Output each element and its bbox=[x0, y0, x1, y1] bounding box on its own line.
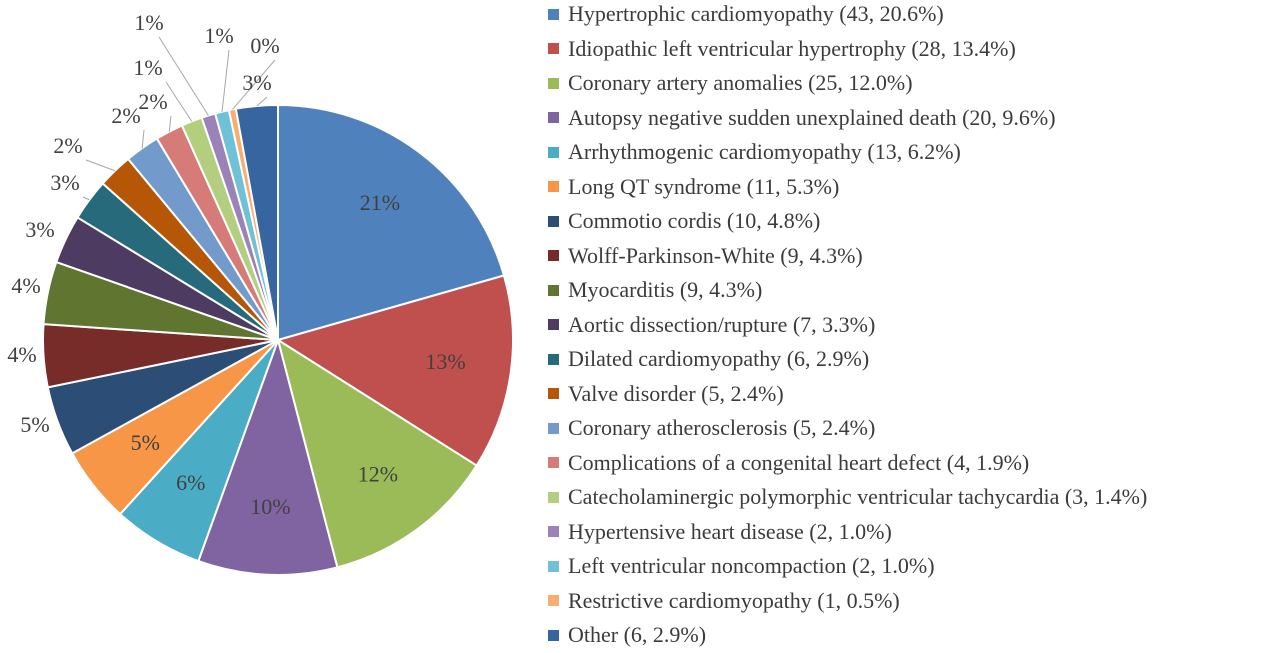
legend-item: Dilated cardiomyopathy (6, 2.9%) bbox=[548, 342, 869, 376]
pie-slice bbox=[275, 274, 514, 467]
pie-chart: 21%13%12%10%6%5%5%4%4%3%3%2%2%2%1%1%1% 0%… bbox=[7, 10, 514, 576]
legend-label: Left ventricular noncompaction (2, 1.0%) bbox=[568, 553, 935, 578]
legend-label: Other (6, 2.9%) bbox=[568, 622, 707, 647]
legend-swatch bbox=[548, 595, 559, 606]
legend-swatch bbox=[548, 629, 559, 641]
legend-swatch bbox=[548, 560, 559, 572]
slice-label: 5% bbox=[20, 412, 49, 437]
slice-label: 21% bbox=[360, 190, 400, 215]
legend-item: Coronary atherosclerosis (5, 2.4%) bbox=[548, 411, 875, 445]
slice-label: 13% bbox=[425, 349, 465, 374]
legend-label: Catecholaminergic polymorphic ventricula… bbox=[568, 484, 1148, 509]
slice-label: 6% bbox=[176, 470, 205, 495]
legend-item: Coronary artery anomalies (25, 12.0%) bbox=[548, 66, 913, 100]
slice-label: 12% bbox=[358, 462, 398, 487]
legend-item: Commotio cordis (10, 4.8%) bbox=[548, 204, 820, 238]
slice-label: 2% bbox=[53, 133, 82, 158]
slice-label: 1% bbox=[133, 55, 162, 80]
legend-label: Idiopathic left ventricular hypertrophy … bbox=[568, 35, 1016, 61]
slice-label: 3% bbox=[50, 170, 79, 195]
legend-item: Restrictive cardiomyopathy (1, 0.5%) bbox=[548, 584, 900, 618]
legend-label: Valve disorder (5, 2.4%) bbox=[568, 380, 784, 406]
legend-label: Complications of a congenital heart defe… bbox=[568, 449, 1030, 475]
slice-label: 5% bbox=[131, 430, 160, 455]
legend-label: Coronary artery anomalies (25, 12.0%) bbox=[568, 70, 913, 95]
legend-swatch bbox=[548, 43, 559, 54]
legend-item: Valve disorder (5, 2.4%) bbox=[548, 377, 784, 411]
slice-label: 1% bbox=[204, 23, 233, 48]
legend-swatch bbox=[548, 491, 559, 503]
legend-swatch bbox=[548, 526, 559, 537]
legend-item: Hypertensive heart disease (2, 1.0%) bbox=[548, 515, 892, 549]
legend-item: Long QT syndrome (11, 5.3%) bbox=[548, 170, 839, 204]
legend-item: Wolff-Parkinson-White (9, 4.3%) bbox=[548, 239, 863, 273]
legend-item: Hypertrophic cardiomyopathy (43, 20.6%) bbox=[548, 0, 944, 31]
legend-label: Hypertensive heart disease (2, 1.0%) bbox=[568, 518, 892, 544]
legend-swatch bbox=[548, 388, 559, 399]
legend-swatch bbox=[548, 457, 559, 468]
legend-item: Idiopathic left ventricular hypertrophy … bbox=[548, 32, 1016, 66]
legend-item: Aortic dissection/rupture (7, 3.3%) bbox=[548, 308, 875, 342]
legend-swatch bbox=[548, 181, 559, 192]
legend-label: Long QT syndrome (11, 5.3%) bbox=[568, 173, 840, 199]
legend-swatch bbox=[548, 250, 559, 261]
legend-swatch bbox=[548, 215, 559, 227]
leader-line bbox=[158, 36, 209, 116]
legend-item: Autopsy negative sudden unexplained deat… bbox=[548, 101, 1056, 135]
legend-label: Autopsy negative sudden unexplained deat… bbox=[568, 104, 1056, 130]
leader-line bbox=[85, 159, 116, 172]
slice-label: 1% bbox=[134, 10, 163, 35]
legend-item: Other (6, 2.9%) bbox=[548, 618, 706, 652]
legend-label: Commotio cordis (10, 4.8%) bbox=[568, 208, 821, 233]
legend-swatch bbox=[548, 8, 559, 20]
legend-label: Restrictive cardiomyopathy (1, 0.5%) bbox=[568, 587, 900, 613]
legend-item: Complications of a congenital heart defe… bbox=[548, 446, 1029, 480]
leader-line bbox=[256, 96, 268, 107]
slice-label: 3% bbox=[242, 70, 271, 95]
leader-line bbox=[221, 49, 230, 112]
slice-label: 4% bbox=[7, 342, 36, 367]
slice-label: 2% bbox=[138, 89, 167, 114]
pie-slice bbox=[276, 337, 479, 569]
legend-swatch bbox=[548, 422, 559, 434]
legend-item: Arrhythmogenic cardiomyopathy (13, 6.2%) bbox=[548, 135, 961, 169]
leader-line bbox=[141, 129, 145, 149]
legend-item: Left ventricular noncompaction (2, 1.0%) bbox=[548, 549, 935, 583]
legend-item: Myocarditis (9, 4.3%) bbox=[548, 273, 762, 307]
slice-label: 0% bbox=[250, 33, 279, 58]
legend-item: Catecholaminergic polymorphic ventricula… bbox=[548, 480, 1147, 514]
slice-label: 2% bbox=[111, 103, 140, 128]
leader-line bbox=[165, 81, 193, 122]
legend-swatch bbox=[548, 284, 559, 296]
pie-slice bbox=[197, 336, 339, 576]
slice-label: 3% bbox=[25, 217, 54, 242]
legend-label: Myocarditis (9, 4.3%) bbox=[568, 277, 763, 302]
legend-label: Arrhythmogenic cardiomyopathy (13, 6.2%) bbox=[568, 139, 961, 164]
legend-swatch bbox=[548, 77, 559, 89]
legend-swatch bbox=[548, 146, 559, 158]
legend-label: Wolff-Parkinson-White (9, 4.3%) bbox=[568, 242, 863, 268]
legend-label: Aortic dissection/rupture (7, 3.3%) bbox=[568, 311, 876, 337]
slice-label: 10% bbox=[250, 494, 290, 519]
leader-line bbox=[82, 196, 90, 201]
slice-label: 4% bbox=[11, 273, 40, 298]
pie-slice bbox=[277, 103, 506, 342]
legend-label: Hypertrophic cardiomyopathy (43, 20.6%) bbox=[568, 1, 944, 26]
leader-line bbox=[231, 59, 276, 110]
legend-label: Dilated cardiomyopathy (6, 2.9%) bbox=[568, 346, 870, 371]
legend-swatch bbox=[548, 112, 559, 123]
legend-swatch bbox=[548, 319, 559, 330]
legend-label: Coronary atherosclerosis (5, 2.4%) bbox=[568, 415, 876, 440]
leader-line bbox=[168, 115, 172, 132]
legend-swatch bbox=[548, 353, 559, 365]
